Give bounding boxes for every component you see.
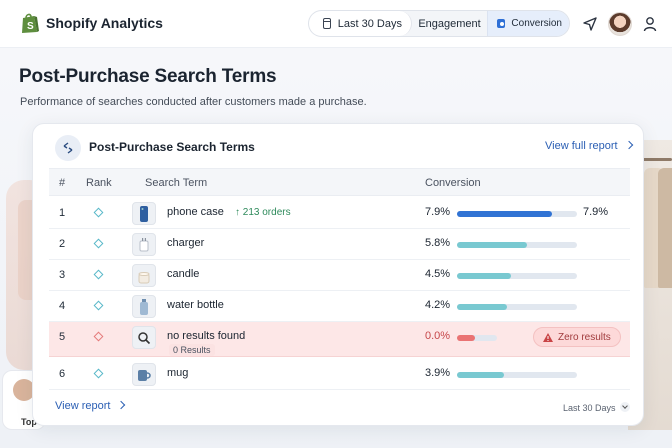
date-range-label: Last 30 Days (337, 17, 402, 30)
rank-diamond-icon (93, 300, 104, 311)
zero-results-badge: Zero results (533, 327, 621, 347)
search-term[interactable]: phone case (167, 206, 224, 218)
search-term[interactable]: water bottle (167, 299, 224, 311)
chevron-right-icon (624, 140, 633, 150)
conversion-bar-fill (457, 335, 475, 341)
tab-engagement-label: Engagement (418, 17, 481, 30)
top-bar: S Shopify Analytics Last 30 Days Engagem… (0, 0, 672, 48)
table-row[interactable]: 3 candle 4.5% (49, 260, 630, 291)
search-term[interactable]: candle (167, 268, 200, 280)
footer-date-range-label: Last 30 Days (563, 403, 616, 413)
card-icon (55, 135, 81, 161)
conversion-percent: 4.2% (425, 299, 451, 311)
col-search-term[interactable]: Search Term (145, 177, 208, 189)
view-full-report-link[interactable]: View full report (545, 140, 633, 152)
rank-diamond-icon (93, 238, 104, 249)
conversion-percent: 5.8% (425, 237, 451, 249)
conversion-bar (457, 304, 577, 310)
row-number: 3 (59, 269, 66, 281)
conversion-bar-fill (457, 242, 527, 248)
calendar-icon (323, 18, 331, 29)
conversion-end-percent: 7.9% (583, 206, 609, 218)
table-row[interactable]: 5 no results found 0 Results 0.0% Zero resul… (49, 322, 630, 357)
row-number: 4 (59, 300, 66, 312)
conversion-percent: 7.9% (425, 206, 451, 218)
conversion-bar-fill (457, 273, 511, 279)
decor-person-face (13, 379, 35, 401)
search-terms-table: # Rank Search Term Conversion 1 phone cas… (49, 168, 630, 390)
search-term[interactable]: no results found (167, 330, 246, 342)
avatar[interactable] (608, 12, 632, 36)
conversion-percent: 3.9% (425, 367, 451, 379)
conversion-percent: 4.5% (425, 268, 451, 280)
chevron-down-icon (619, 402, 630, 412)
candle-icon (132, 264, 156, 287)
table-header: # Rank Search Term Conversion (49, 168, 630, 196)
view-segmented-control: Last 30 Days Engagement Conversion (308, 10, 570, 37)
conversion-bar-fill (457, 372, 504, 378)
row-number: 1 (59, 207, 66, 219)
table-row[interactable]: 1 phone case ↑ 213 orders 7.9% 7.9% (49, 198, 630, 229)
conversion-percent: 0.0% (425, 330, 451, 342)
water-bottle-icon (132, 295, 156, 318)
user-icon[interactable] (643, 16, 657, 32)
search-term[interactable]: charger (167, 237, 205, 249)
conversion-bar-fill (457, 304, 507, 310)
rank-diamond-icon (93, 207, 104, 218)
conversion-bar (457, 273, 577, 279)
warning-icon (543, 332, 553, 342)
col-num: # (59, 177, 66, 189)
chevron-right-icon (117, 400, 126, 410)
mug-icon (132, 363, 156, 386)
conversion-bar (457, 335, 497, 341)
charger-icon (132, 233, 156, 256)
conversion-icon (497, 19, 506, 28)
decor-shirt (658, 168, 672, 288)
rank-diamond-icon (93, 368, 104, 379)
phone-case-icon (132, 202, 156, 225)
tab-conversion-label: Conversion (511, 18, 562, 29)
conversion-bar (457, 372, 577, 378)
col-conversion[interactable]: Conversion (425, 177, 481, 189)
view-report-link[interactable]: View report (55, 400, 126, 412)
brand-title: Shopify Analytics (46, 15, 163, 31)
results-count-badge: 0 Results (169, 344, 215, 356)
date-range-button[interactable]: Last 30 Days (309, 11, 412, 36)
row-number: 2 (59, 238, 66, 250)
row-number: 6 (59, 368, 66, 380)
view-full-report-label: View full report (545, 140, 618, 152)
decor-hanger-rod (640, 158, 672, 161)
search-term[interactable]: mug (167, 367, 189, 379)
row-number: 5 (59, 331, 66, 343)
page-subtitle: Performance of searches conducted after … (20, 96, 367, 108)
repeat-search-icon (63, 142, 73, 154)
orders-badge: ↑ 213 orders (235, 207, 291, 218)
rank-diamond-icon (93, 269, 104, 280)
footer-date-range-select[interactable]: Last 30 Days (563, 401, 630, 413)
search-icon (132, 326, 156, 349)
zero-results-label: Zero results (558, 331, 611, 343)
tab-engagement[interactable]: Engagement (412, 11, 487, 36)
conversion-bar (457, 242, 577, 248)
conversion-bar (457, 211, 577, 217)
send-icon[interactable] (582, 16, 598, 32)
col-rank[interactable]: Rank (86, 177, 112, 189)
conversion-bar-fill (457, 211, 552, 217)
page-title: Post-Purchase Search Terms (19, 66, 277, 87)
table-row[interactable]: 2 charger 5.8% (49, 229, 630, 260)
tab-conversion[interactable]: Conversion (487, 11, 569, 36)
shopify-logo-icon[interactable]: S (20, 12, 40, 34)
decor-person-label: Top (21, 417, 37, 427)
search-terms-card: Post-Purchase Search Terms View full rep… (32, 123, 644, 426)
view-report-label: View report (55, 400, 111, 412)
table-row[interactable]: 6 mug 3.9% (49, 359, 630, 390)
rank-diamond-icon (93, 331, 104, 342)
svg-text:S: S (27, 21, 34, 32)
card-title: Post-Purchase Search Terms (89, 140, 255, 154)
table-row[interactable]: 4 water bottle 4.2% (49, 291, 630, 322)
